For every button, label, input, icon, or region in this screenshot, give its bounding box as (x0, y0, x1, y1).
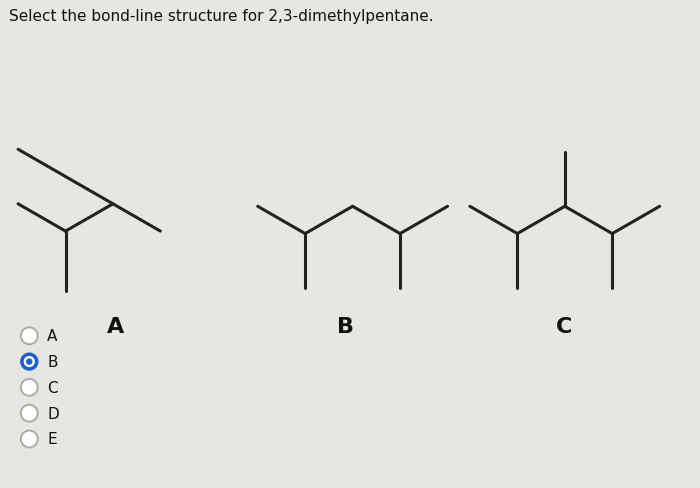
Text: E: E (47, 431, 57, 447)
Circle shape (21, 431, 38, 447)
Text: Select the bond-line structure for 2,3-dimethylpentane.: Select the bond-line structure for 2,3-d… (9, 9, 434, 24)
Circle shape (25, 357, 34, 366)
Circle shape (21, 327, 38, 345)
Text: D: D (47, 406, 59, 421)
Circle shape (27, 359, 31, 365)
Circle shape (21, 353, 38, 370)
Text: A: A (107, 316, 125, 336)
Text: C: C (556, 316, 573, 336)
Text: C: C (47, 380, 58, 395)
Text: B: B (337, 316, 354, 336)
Circle shape (21, 405, 38, 422)
Text: A: A (47, 328, 57, 344)
Text: B: B (47, 354, 57, 369)
Circle shape (21, 379, 38, 396)
